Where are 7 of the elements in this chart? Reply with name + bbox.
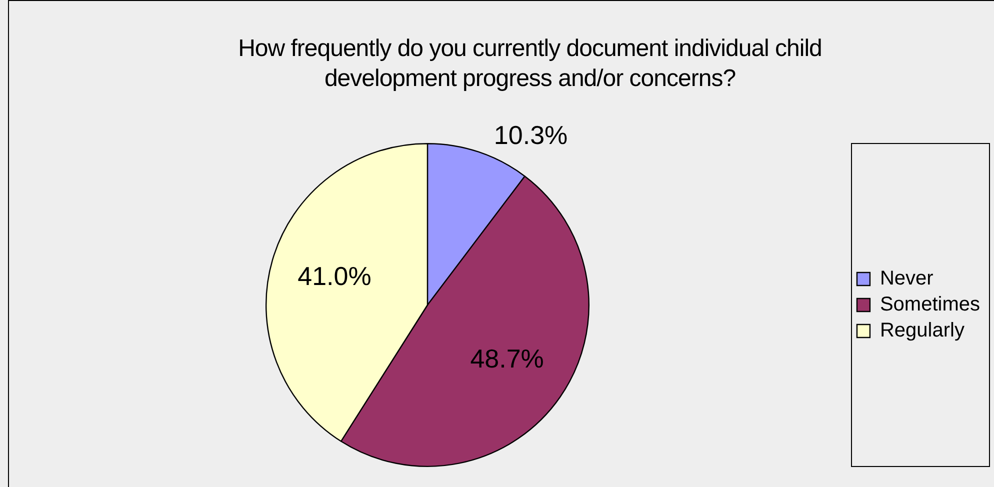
legend-label: Regularly — [880, 320, 964, 342]
legend-label: Sometimes — [880, 294, 980, 316]
legend-label: Never — [880, 268, 934, 290]
data-label: 41.0% — [298, 261, 372, 292]
data-label: 48.7% — [470, 343, 544, 374]
chart-title: How frequently do you currently document individual child development progress and/or concerns? — [237, 34, 823, 94]
data-label: 10.3% — [494, 120, 568, 150]
